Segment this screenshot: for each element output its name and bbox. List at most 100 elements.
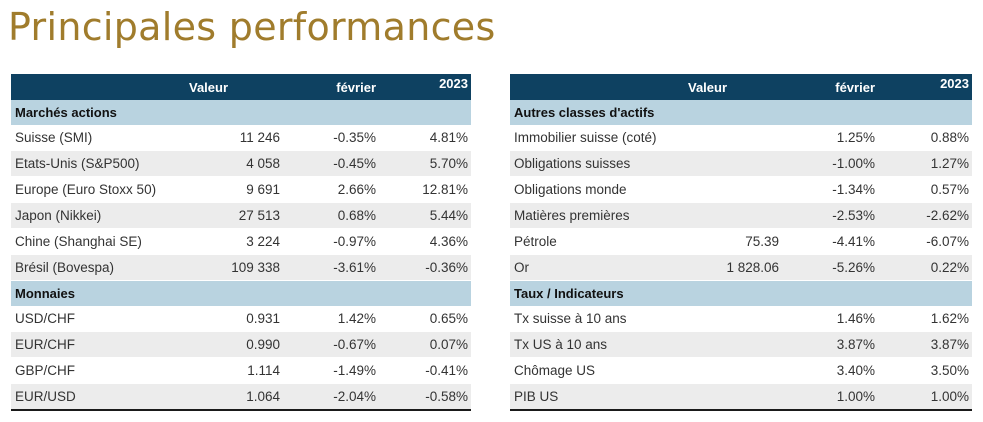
table-row: Etats-Unis (S&P500) 4 058 -0.45% 5.70% — [11, 150, 471, 177]
row-february-change: 3.87% — [782, 331, 878, 358]
row-ytd-change: 0.88% — [878, 125, 972, 151]
row-february-change: -0.97% — [283, 228, 379, 255]
table-row: Chine (Shanghai SE) 3 224 -0.97% 4.36% — [11, 228, 471, 255]
row-value: 9 691 — [189, 176, 283, 203]
row-february-change: -1.34% — [782, 176, 878, 203]
row-label: Chine (Shanghai SE) — [11, 228, 189, 255]
row-february-change: -2.04% — [283, 383, 379, 411]
row-value — [688, 202, 782, 229]
table-row: Tx US à 10 ans 3.87% 3.87% — [510, 331, 972, 358]
table-row: PIB US 1.00% 1.00% — [510, 383, 972, 411]
equities-currencies-table: Valeur février 2023 Marchés actions Suisse (… — [11, 74, 471, 411]
row-value: 3 224 — [189, 228, 283, 255]
row-february-change: 2.66% — [283, 176, 379, 203]
table-row: Chômage US 3.40% 3.50% — [510, 357, 972, 384]
row-label: Immobilier suisse (coté) — [510, 125, 688, 151]
page-title: Principales performances — [8, 5, 496, 49]
row-ytd-change: 1.62% — [878, 306, 972, 332]
row-february-change: -2.53% — [782, 202, 878, 229]
table-row: EUR/USD 1.064 -2.04% -0.58% — [11, 383, 471, 411]
row-february-change: -0.45% — [283, 150, 379, 177]
row-february-change: 3.40% — [782, 357, 878, 384]
row-value — [688, 357, 782, 384]
row-label: Tx suisse à 10 ans — [510, 306, 688, 332]
row-ytd-change: 0.65% — [379, 306, 471, 332]
row-ytd-change: 3.50% — [878, 357, 972, 384]
row-february-change: 1.00% — [782, 383, 878, 411]
row-value: 109 338 — [189, 254, 283, 281]
row-ytd-change: -0.58% — [379, 383, 471, 411]
table-row: Obligations suisses -1.00% 1.27% — [510, 150, 972, 177]
row-february-change: -0.67% — [283, 331, 379, 358]
row-february-change: 0.68% — [283, 202, 379, 229]
row-label: Etats-Unis (S&P500) — [11, 150, 189, 177]
row-february-change: 1.25% — [782, 125, 878, 151]
table-row: EUR/CHF 0.990 -0.67% 0.07% — [11, 331, 471, 358]
table-row: Obligations monde -1.34% 0.57% — [510, 176, 972, 203]
row-label: Brésil (Bovespa) — [11, 254, 189, 281]
row-february-change: 1.42% — [283, 306, 379, 332]
label-header — [510, 74, 688, 100]
row-label: USD/CHF — [11, 306, 189, 332]
row-ytd-change: 5.44% — [379, 202, 471, 229]
february-header: février — [782, 74, 878, 100]
row-ytd-change: 0.57% — [878, 176, 972, 203]
row-ytd-change: -6.07% — [878, 228, 972, 255]
section-title: Autres classes d'actifs — [510, 100, 972, 125]
row-february-change: -4.41% — [782, 228, 878, 255]
table-row: Matières premières -2.53% -2.62% — [510, 202, 972, 229]
row-value — [688, 383, 782, 411]
row-label: Tx US à 10 ans — [510, 331, 688, 358]
ytd-header: 2023 — [379, 74, 471, 100]
row-value: 1.064 — [189, 383, 283, 411]
value-header: Valeur — [688, 74, 782, 100]
row-ytd-change: 5.70% — [379, 150, 471, 177]
row-value — [688, 176, 782, 203]
row-label: PIB US — [510, 383, 688, 411]
row-value — [688, 125, 782, 151]
value-header: Valeur — [189, 74, 283, 100]
row-february-change: -3.61% — [283, 254, 379, 281]
row-value: 27 513 — [189, 202, 283, 229]
table-row: Suisse (SMI) 11 246 -0.35% 4.81% — [11, 125, 471, 151]
row-ytd-change: 3.87% — [878, 331, 972, 358]
row-value: 1 828.06 — [688, 254, 782, 281]
row-label: Matières premières — [510, 202, 688, 229]
february-header: février — [283, 74, 379, 100]
section-header: Marchés actions — [11, 100, 471, 125]
row-ytd-change: 1.27% — [878, 150, 972, 177]
row-label: Chômage US — [510, 357, 688, 384]
row-label: Europe (Euro Stoxx 50) — [11, 176, 189, 203]
row-value: 0.931 — [189, 306, 283, 332]
row-february-change: 1.46% — [782, 306, 878, 332]
other-assets-rates-table: Valeur février 2023 Autres classes d'actifs… — [510, 74, 972, 411]
row-label: Pétrole — [510, 228, 688, 255]
row-label: Japon (Nikkei) — [11, 202, 189, 229]
row-label: EUR/CHF — [11, 331, 189, 358]
row-ytd-change: 0.22% — [878, 254, 972, 281]
table-row: Japon (Nikkei) 27 513 0.68% 5.44% — [11, 202, 471, 229]
section-header: Autres classes d'actifs — [510, 100, 972, 125]
row-label: GBP/CHF — [11, 357, 189, 384]
table-row: Brésil (Bovespa) 109 338 -3.61% -0.36% — [11, 254, 471, 281]
row-value — [688, 150, 782, 177]
row-ytd-change: -2.62% — [878, 202, 972, 229]
row-february-change: -0.35% — [283, 125, 379, 151]
section-title: Monnaies — [11, 280, 471, 306]
row-ytd-change: 1.00% — [878, 383, 972, 411]
row-ytd-change: -0.41% — [379, 357, 471, 384]
row-ytd-change: 0.07% — [379, 331, 471, 358]
section-title: Marchés actions — [11, 100, 471, 125]
row-label: Suisse (SMI) — [11, 125, 189, 151]
row-label: Obligations suisses — [510, 150, 688, 177]
table-row: USD/CHF 0.931 1.42% 0.65% — [11, 306, 471, 332]
table-row: GBP/CHF 1.114 -1.49% -0.41% — [11, 357, 471, 384]
section-header: Monnaies — [11, 280, 471, 306]
row-ytd-change: -0.36% — [379, 254, 471, 281]
table-row: Immobilier suisse (coté) 1.25% 0.88% — [510, 125, 972, 151]
header-row: Valeur février 2023 — [510, 74, 972, 100]
table-row: Tx suisse à 10 ans 1.46% 1.62% — [510, 306, 972, 332]
row-ytd-change: 4.81% — [379, 125, 471, 151]
row-ytd-change: 12.81% — [379, 176, 471, 203]
table-row: Europe (Euro Stoxx 50) 9 691 2.66% 12.81% — [11, 176, 471, 203]
